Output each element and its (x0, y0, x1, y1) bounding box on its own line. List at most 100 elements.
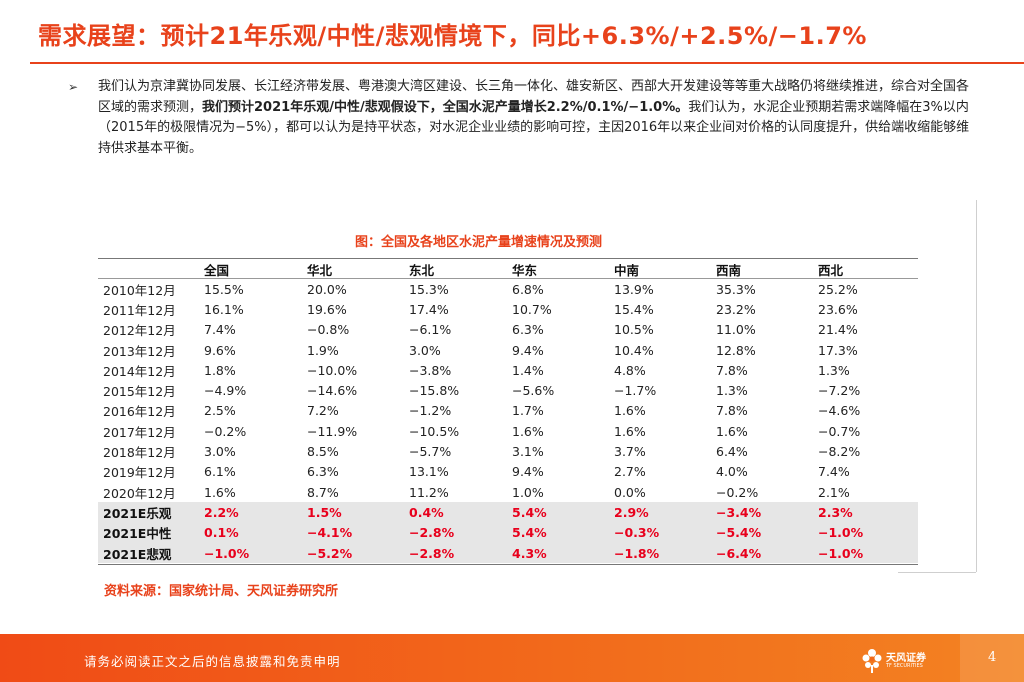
table-cell: −3.4% (710, 502, 812, 523)
disclaimer-text: 请务必阅读正文之后的信息披露和免责申明 (84, 654, 341, 669)
table-row: 2014年12月 1.8% −10.0% −3.8% 1.4% 4.8% 7.8% 1.3% (98, 360, 918, 380)
table-top-rule (98, 258, 918, 259)
table-cell: −4.9% (204, 383, 247, 399)
row-label: 2016年12月 (103, 404, 176, 420)
table-cell: −4.6% (818, 403, 861, 419)
table-cell: −5.7% (409, 444, 452, 460)
table-cell: 8.7% (307, 484, 339, 500)
footer-bar: 请务必阅读正文之后的信息披露和免责申明 天风证券 TF SECURITIES 4 (0, 634, 1024, 682)
row-label: 2014年12月 (103, 363, 176, 379)
table-cell: 7.4% (818, 464, 850, 480)
table-cell: 0.1% (198, 522, 301, 543)
row-label: 2017年12月 (103, 424, 176, 440)
row-label: 2015年12月 (103, 384, 176, 400)
table-column-header: 全国 (204, 263, 230, 278)
source-note: 资料来源：国家统计局、天风证券研究所 (104, 584, 339, 599)
paragraph-part-2: 我们认为，水泥企业预期若需求端降幅在3%以内（2015年的极限情况为−5%），都… (98, 99, 970, 156)
table-cell: 1.0% (512, 484, 544, 500)
bullet-arrow-icon: ➢ (68, 80, 79, 94)
table-cell: −5.4% (710, 522, 812, 543)
table-cell: 3.0% (204, 444, 236, 460)
table-cell: 7.4% (204, 322, 236, 338)
table-cell: 17.3% (818, 342, 858, 358)
row-label: 2013年12月 (103, 343, 176, 359)
table-cell: −15.8% (409, 383, 460, 399)
table-cell: 0.0% (614, 484, 646, 500)
table-cell: 10.4% (614, 342, 654, 358)
table-row: 2012年12月 7.4% −0.8% −6.1% 6.3% 10.5% 11.0% 21.4… (98, 320, 918, 340)
table-cell: 4.0% (716, 464, 748, 480)
table-cell: −7.2% (818, 383, 861, 399)
row-label: 2021E乐观 (98, 502, 198, 523)
table-cell: 4.3% (506, 542, 608, 564)
table-row: 2016年12月 2.5% 7.2% −1.2% 1.7% 1.6% 7.8% −4.6% (98, 401, 918, 421)
table-column-header: 华东 (512, 263, 538, 278)
table-cell: 1.9% (307, 342, 339, 358)
table-cell: 5.4% (506, 522, 608, 543)
table-cell: −1.8% (608, 542, 710, 564)
projection-row: 2021E乐观 2.2% 1.5% 0.4% 5.4% 2.9% −3.4% 2.3% (98, 502, 918, 523)
table-cell: 1.6% (204, 484, 236, 500)
figure-title: 图：全国及各地区水泥产量增速情况及预测 (355, 235, 603, 250)
table-cell: 10.7% (512, 301, 552, 317)
table-row: 2018年12月 3.0% 8.5% −5.7% 3.1% 3.7% 6.4% −8.2% (98, 441, 918, 461)
table-cell: −1.7% (614, 383, 657, 399)
table-cell: −1.0% (812, 522, 918, 543)
title-divider (30, 62, 1024, 64)
row-label: 2010年12月 (103, 282, 176, 298)
table-cell: 1.4% (512, 362, 544, 378)
table-cell: −5.2% (301, 542, 403, 564)
table-cell: 3.0% (409, 342, 441, 358)
table-cell: −0.7% (818, 423, 861, 439)
table-row: 2013年12月 9.6% 1.9% 3.0% 9.4% 10.4% 12.8% 17.3% (98, 340, 918, 360)
logo-subtext: TF SECURITIES (886, 663, 923, 669)
table-cell: 1.6% (716, 423, 748, 439)
table-cell: −14.6% (307, 383, 358, 399)
table-cell: 1.5% (301, 502, 403, 523)
table-cell: 2.1% (818, 484, 850, 500)
table-cell: 13.1% (409, 464, 449, 480)
table-cell: 2.5% (204, 403, 236, 419)
table-cell: 9.4% (512, 464, 544, 480)
table-cell: 6.1% (204, 464, 236, 480)
table-cell: −3.8% (409, 362, 452, 378)
table-cell: 11.2% (409, 484, 449, 500)
table-cell: 8.5% (307, 444, 339, 460)
table-cell: 11.0% (716, 322, 756, 338)
table-cell: 6.4% (716, 444, 748, 460)
table-cell: 16.1% (204, 301, 244, 317)
table-cell: 25.2% (818, 281, 858, 297)
table-cell: 5.4% (506, 502, 608, 523)
table-cell: −6.1% (409, 322, 452, 338)
table-cell: 12.8% (716, 342, 756, 358)
table-column-header: 西北 (818, 263, 844, 278)
table-cell: 13.9% (614, 281, 654, 297)
footer-decoration (960, 634, 1024, 682)
table-cell: −1.2% (409, 403, 452, 419)
logo-text: 天风证券 (886, 653, 926, 664)
table-header-rule (98, 278, 918, 279)
table-cell: 9.4% (512, 342, 544, 358)
table-cell: 1.6% (614, 403, 646, 419)
table-cell: 0.4% (403, 502, 506, 523)
row-label: 2012年12月 (103, 323, 176, 339)
table-cell: −8.2% (818, 444, 861, 460)
table-cell: 1.7% (512, 403, 544, 419)
table-row: 2010年12月 15.5% 20.0% 15.3% 6.8% 13.9% 35.3% 25.… (98, 279, 918, 299)
row-label: 2019年12月 (103, 465, 176, 481)
table-cell: 1.8% (204, 362, 236, 378)
body-paragraph: 我们认为京津冀协同发展、长江经济带发展、粤港澳大湾区建设、长三角一体化、雄安新区… (98, 77, 978, 159)
table-cell: 2.3% (812, 502, 918, 523)
table-cell: 21.4% (818, 322, 858, 338)
table-cell: −1.0% (812, 542, 918, 564)
table-cell: −1.0% (198, 542, 301, 564)
tf-flower-icon (862, 649, 882, 673)
table-cell: 9.6% (204, 342, 236, 358)
table-cell: −10.5% (409, 423, 460, 439)
table-bottom-rule (98, 564, 918, 565)
figure-panel-border (976, 200, 977, 572)
table-cell: 10.5% (614, 322, 654, 338)
table-row: 2015年12月 −4.9% −14.6% −15.8% −5.6% −1.7% 1.3% −… (98, 380, 918, 400)
table-cell: 1.6% (614, 423, 646, 439)
table-cell: 3.7% (614, 444, 646, 460)
